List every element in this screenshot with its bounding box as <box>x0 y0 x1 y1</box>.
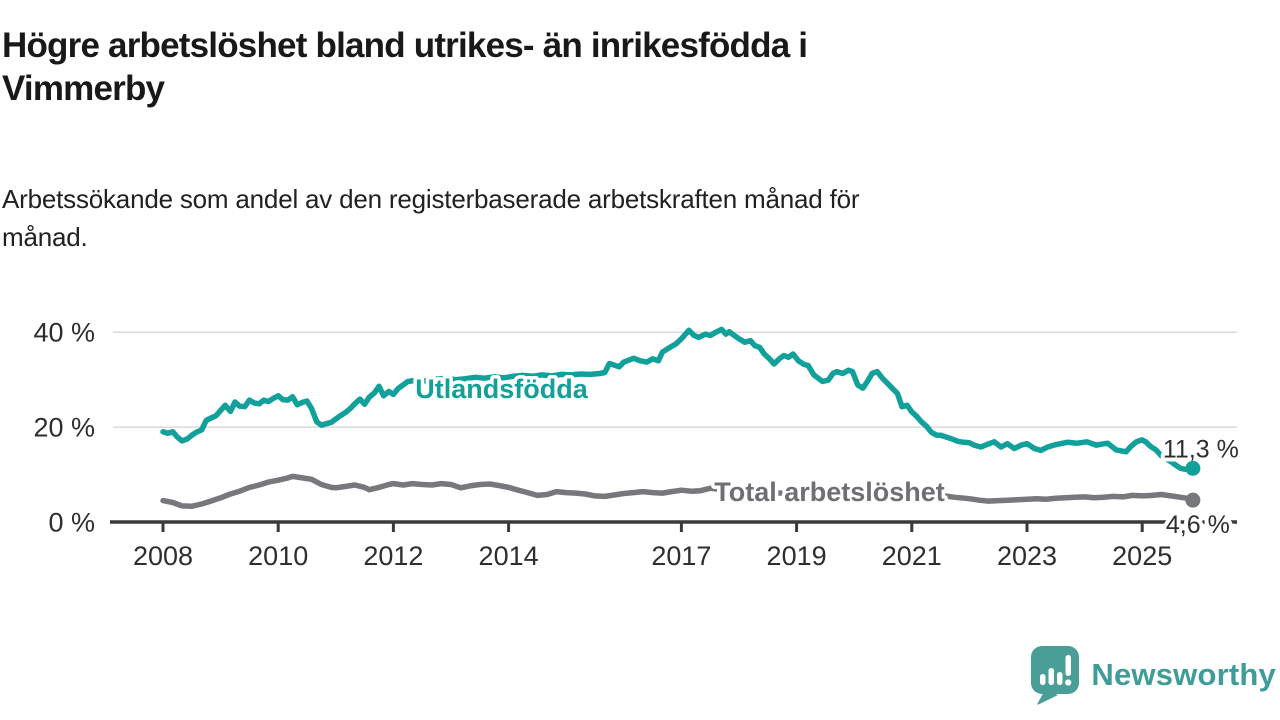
newsworthy-logo-icon <box>1031 646 1080 705</box>
y-axis-label-20: 20 % <box>33 413 95 443</box>
newsworthy-brand-text: Newsworthy <box>1091 657 1276 692</box>
page-title: Högre arbetslöshet bland utrikes- än inr… <box>2 24 1162 110</box>
title-line2: Vimmerby <box>2 69 165 108</box>
y-axis-label-0: 0 % <box>48 508 95 538</box>
x-axis-label-2019: 2019 <box>767 541 827 571</box>
x-axis-label-2021: 2021 <box>882 541 942 571</box>
x-axis-label-2008: 2008 <box>133 541 193 571</box>
end-value-label-total-arbetsloshet: 4,6 % <box>1166 511 1230 539</box>
line-chart: 0 % 20 % 40 % 2008 2010 2012 2014 2017 2019 2021 2… <box>33 318 1242 571</box>
x-axis-label-2010: 2010 <box>248 541 308 571</box>
series-line-total-arbetsloshet <box>160 473 1196 510</box>
x-axis-label-2014: 2014 <box>479 541 539 571</box>
newsworthy-brand[interactable]: Newsworthy <box>1029 644 1276 706</box>
end-value-label-utlandsfodda: 11,3 % <box>1163 435 1239 463</box>
y-axis-label-40: 40 % <box>33 318 95 348</box>
x-axis-label-2023: 2023 <box>997 541 1057 571</box>
series-end-dot-total-arbetsloshet <box>1185 492 1201 508</box>
series-end-dot-utlandsfodda <box>1185 460 1201 476</box>
subtitle-line2: månad. <box>2 222 88 252</box>
series-label-utlandsfodda: Utlandsfödda <box>415 374 588 404</box>
subtitle-line1: Arbetssökande som andel av den registerb… <box>2 184 860 214</box>
x-axis-label-2017: 2017 <box>651 541 711 571</box>
x-axis-label-2025: 2025 <box>1112 541 1172 571</box>
chart-subtitle: Arbetssökande som andel av den registerb… <box>2 180 1222 256</box>
series-line-utlandsfodda <box>160 326 1196 473</box>
title-line1: Högre arbetslöshet bland utrikes- än inr… <box>2 26 808 65</box>
series-label-total-arbetsloshet: Total arbetslöshet <box>714 477 945 507</box>
x-axis-label-2012: 2012 <box>363 541 423 571</box>
